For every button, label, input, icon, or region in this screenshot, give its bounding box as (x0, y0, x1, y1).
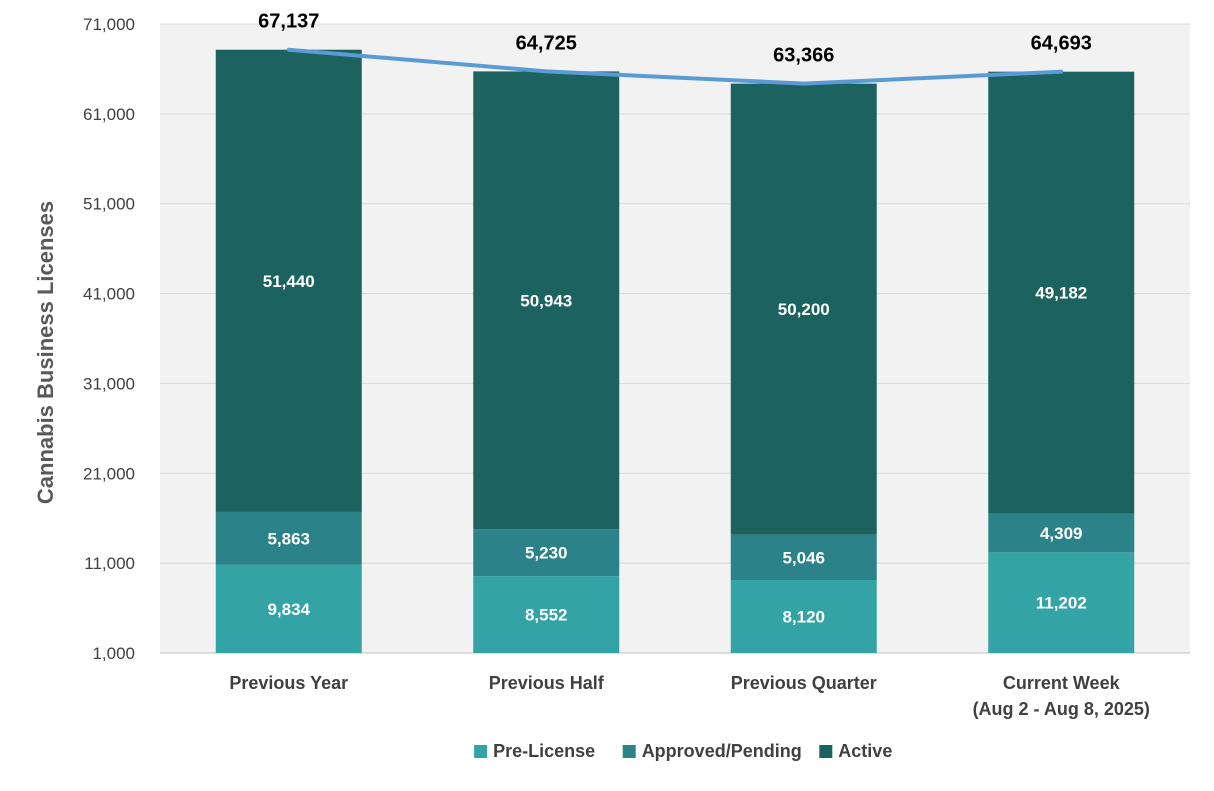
bar-segment-label: 8,120 (782, 608, 825, 627)
x-tick-label: Previous Year (229, 673, 348, 693)
x-tick-label: Current Week (1003, 673, 1121, 693)
bar-segment-label: 4,309 (1040, 524, 1083, 543)
bar-segment-active (473, 71, 620, 530)
total-line (286, 47, 1064, 86)
y-tick-label: 21,000 (83, 464, 135, 483)
bar-segment-label: 49,182 (1035, 284, 1087, 303)
bar-segment-label: 9,834 (267, 600, 310, 619)
bar-segment-label: 5,230 (525, 544, 568, 563)
bar-segment-label: 8,552 (525, 606, 568, 625)
legend-label: Active (838, 741, 892, 761)
legend-swatch (474, 745, 488, 758)
bar-segment-approved-pending (988, 513, 1135, 553)
total-label: 67,137 (258, 11, 319, 33)
bar-segment-active (988, 71, 1135, 514)
bar-segment-label: 50,200 (778, 300, 830, 319)
bar-segment-label: 50,943 (520, 291, 572, 310)
y-tick-label: 51,000 (83, 195, 135, 214)
bar-segment-label: 5,046 (782, 548, 825, 567)
bar-segment-label: 51,440 (263, 272, 315, 291)
bar-segment-approved-pending (215, 511, 362, 565)
x-tick-label: Previous Half (489, 673, 605, 693)
legend-label: Pre-License (493, 741, 595, 761)
total-label: 64,693 (1031, 33, 1092, 55)
legend-label: Approved/Pending (642, 741, 802, 761)
bar-segment-pre-license (473, 576, 620, 653)
y-tick-label: 31,000 (83, 374, 135, 393)
x-tick-label: Previous Quarter (731, 673, 877, 693)
bar-segment-pre-license (988, 552, 1135, 653)
bar-segment-approved-pending (730, 534, 877, 581)
bar-segment-approved-pending (473, 529, 620, 577)
y-axis-label: Cannabis Business Licenses (33, 201, 58, 504)
y-tick-label: 41,000 (83, 285, 135, 304)
legend-swatch (622, 745, 636, 758)
bar-segment-active (215, 49, 362, 512)
y-tick-label: 1,000 (92, 644, 135, 663)
total-label: 64,725 (516, 32, 577, 54)
y-tick-label: 71,000 (83, 15, 135, 34)
bar-segment-label: 11,202 (1036, 594, 1087, 613)
y-tick-label: 11,000 (84, 554, 135, 573)
bar-segment-label: 5,863 (267, 529, 310, 548)
bar-segment-pre-license (730, 580, 877, 653)
bar-segment-pre-license (215, 564, 362, 653)
bar-segment-active (730, 83, 877, 535)
total-label: 63,366 (773, 45, 834, 67)
y-tick-label: 61,000 (83, 105, 135, 124)
x-tick-label: (Aug 2 - Aug 8, 2025) (973, 699, 1150, 719)
legend-swatch (819, 745, 833, 758)
